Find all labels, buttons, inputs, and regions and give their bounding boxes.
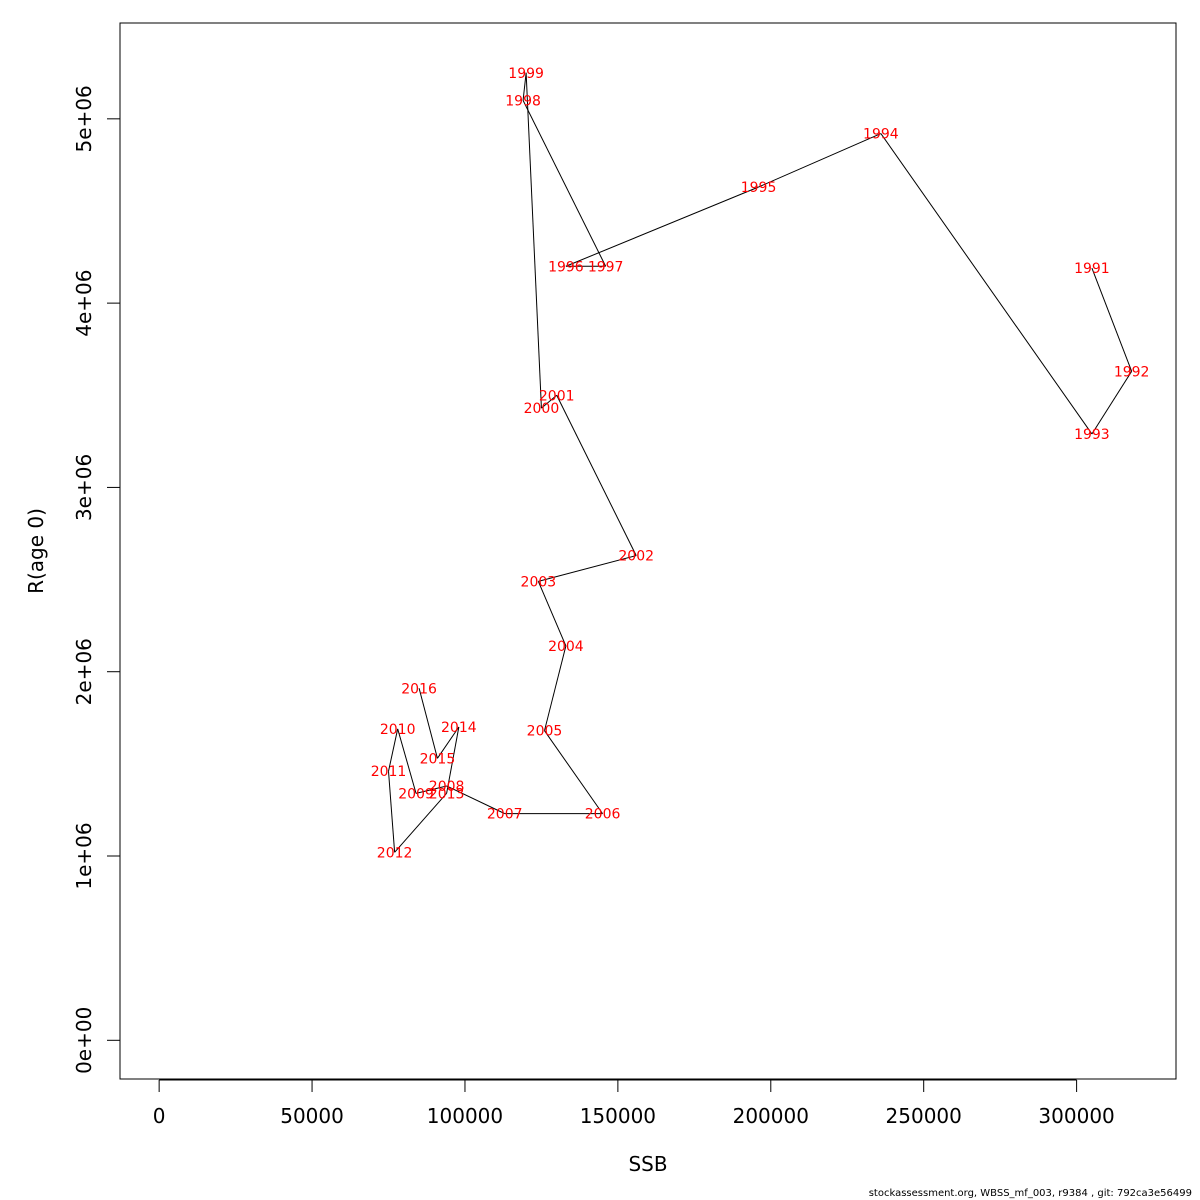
point-label-2016: 2016 <box>401 681 437 697</box>
x-axis-title: SSB <box>628 1152 667 1176</box>
path-segment <box>522 100 607 267</box>
path-segment <box>446 785 505 815</box>
point-label-1998: 1998 <box>505 93 541 109</box>
path-segment <box>880 133 1093 435</box>
path-segment <box>388 728 399 772</box>
series-path <box>388 72 1133 853</box>
y-axis: 0e+00 1e+06 2e+06 3e+06 4e+06 5e+06 <box>72 85 121 1074</box>
y-tick-label: 0e+00 <box>72 1007 96 1074</box>
y-tick-label: 3e+06 <box>72 454 96 521</box>
point-label-2000: 2000 <box>524 401 560 417</box>
point-label-1991: 1991 <box>1074 261 1110 277</box>
point-label-2015: 2015 <box>420 751 456 767</box>
y-tick-label: 5e+06 <box>72 85 96 152</box>
point-label-2002: 2002 <box>618 549 654 565</box>
x-tick-label: 0 <box>153 1104 166 1128</box>
path-segment <box>418 688 438 759</box>
path-segment <box>415 785 447 794</box>
path-segment <box>525 72 542 409</box>
point-label-1996: 1996 <box>548 259 584 275</box>
point-label-1995: 1995 <box>741 180 777 196</box>
path-segment <box>397 728 417 794</box>
y-tick-label: 1e+06 <box>72 822 96 889</box>
path-segment <box>537 581 567 647</box>
point-label-1992: 1992 <box>1114 364 1150 380</box>
point-label-2014: 2014 <box>441 720 477 736</box>
path-segment <box>543 645 567 731</box>
path-segment <box>1091 267 1133 372</box>
footer-credit: stockassessment.org, WBSS_mf_003, r9384 … <box>868 1188 1192 1199</box>
x-tick-label: 100000 <box>427 1104 503 1128</box>
y-tick-label: 4e+06 <box>72 270 96 337</box>
point-label-2013: 2013 <box>429 786 465 802</box>
path-segment <box>1091 371 1133 435</box>
path-segment <box>544 730 603 814</box>
point-label-1997: 1997 <box>588 259 624 275</box>
point-label-2005: 2005 <box>527 724 563 740</box>
y-axis-title: R(age 0) <box>24 508 48 594</box>
point-label-2008: 2008 <box>429 779 465 795</box>
year-labels: 1991 1992 1993 1994 1995 1996 1997 1998 1999 2000… <box>371 66 1150 862</box>
x-tick-label: 250000 <box>886 1104 962 1128</box>
x-tick-label: 300000 <box>1038 1104 1114 1128</box>
point-label-2001: 2001 <box>539 388 575 404</box>
path-segment <box>388 771 396 853</box>
path-segment <box>758 133 882 188</box>
point-label-2011: 2011 <box>371 764 407 780</box>
path-segment <box>394 793 447 853</box>
point-label-2007: 2007 <box>487 807 523 823</box>
y-tick-label: 2e+06 <box>72 638 96 705</box>
path-segment <box>522 72 527 101</box>
point-label-1994: 1994 <box>863 127 899 143</box>
point-label-2010: 2010 <box>380 722 416 738</box>
point-label-2004: 2004 <box>548 639 584 655</box>
x-axis: 0 50000 100000 150000 200000 250000 300000 <box>153 1079 1115 1128</box>
point-label-1999: 1999 <box>508 66 544 82</box>
point-label-1993: 1993 <box>1074 427 1110 443</box>
x-tick-label: 200000 <box>733 1104 809 1128</box>
x-tick-label: 150000 <box>580 1104 656 1128</box>
point-label-2012: 2012 <box>377 845 413 861</box>
point-label-2009: 2009 <box>398 786 434 802</box>
path-segment <box>446 726 460 794</box>
path-segment <box>565 186 759 267</box>
x-tick-label: 50000 <box>280 1104 344 1128</box>
path-segment <box>437 726 460 759</box>
path-segment <box>541 394 558 409</box>
path-segment <box>538 555 637 582</box>
point-label-2003: 2003 <box>521 574 557 590</box>
path-segment <box>556 395 637 556</box>
point-label-2006: 2006 <box>585 807 621 823</box>
